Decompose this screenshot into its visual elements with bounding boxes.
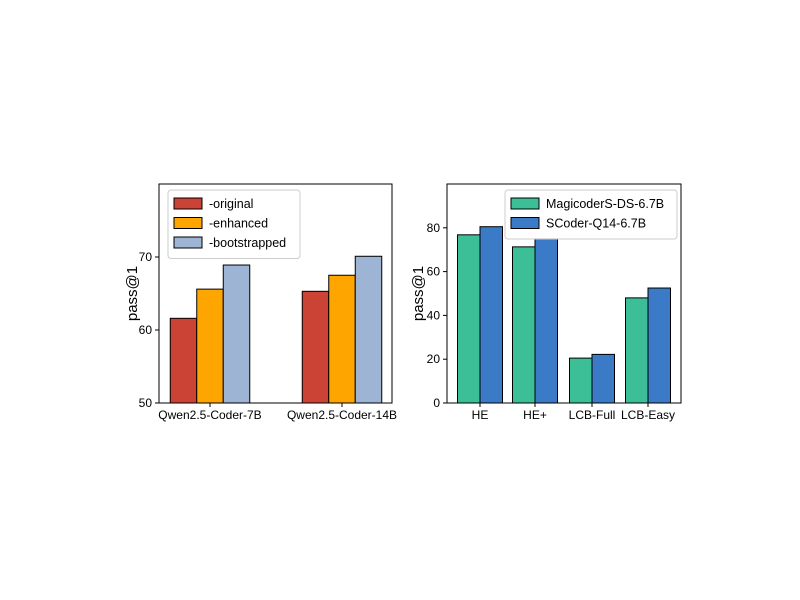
bar-2-1 (479, 226, 503, 404)
y-tick-label: 40 (427, 308, 441, 322)
x-tick-label: HE (472, 408, 489, 422)
legend-label-3: -bootstrapped (209, 236, 286, 250)
y-tick-label: 70 (139, 250, 153, 264)
y-tick-label: 60 (139, 323, 153, 337)
chart-left: Qwen2.5-Coder-7B Qwen2.5-Coder-14B 50 60 70 p… (124, 183, 397, 422)
legend-label-2: SCoder-Q14-6.7B (546, 217, 646, 231)
y-axis-label: pass@1 (410, 266, 427, 321)
bar-2-4 (647, 287, 671, 404)
bar-2-2 (534, 238, 558, 404)
bar-2-2 (328, 274, 356, 404)
legend-label-1: MagicoderS-DS-6.7B (546, 197, 664, 211)
legend-swatch-2 (173, 217, 203, 229)
legend-box (504, 189, 678, 240)
bar-3-2 (354, 255, 383, 404)
bar-1-2 (512, 246, 536, 404)
x-tick-label: Qwen2.5-Coder-7B (158, 408, 261, 422)
bar-1-3 (569, 357, 593, 404)
x-tick-label: LCB-Full (569, 408, 616, 422)
y-tick-label: 50 (139, 396, 153, 410)
legend-swatch-2 (510, 217, 540, 229)
x-tick-label: HE+ (523, 408, 547, 422)
x-tick-label: Qwen2.5-Coder-14B (287, 408, 397, 422)
bar-1-4 (625, 297, 649, 404)
y-tick-label: 80 (427, 221, 441, 235)
bar-1-1 (457, 234, 481, 404)
plot-frame (446, 183, 682, 404)
legend-swatch-1 (173, 197, 203, 210)
y-tick-label: 20 (427, 352, 441, 366)
bar-2-1 (196, 288, 224, 404)
bar-1-2 (301, 290, 330, 404)
legend-swatch-3 (173, 236, 203, 249)
bar-1-1 (169, 317, 198, 404)
chart-right: HE HE+ LCB-Full LCB-Easy 0 20 40 60 80 pass@1 Magi… (410, 183, 682, 422)
x-tick-label: LCB-Easy (621, 408, 675, 422)
y-axis-label: pass@1 (124, 266, 141, 321)
bar-3-1 (222, 264, 251, 404)
bar-2-3 (591, 353, 615, 404)
y-tick-label: 0 (433, 396, 440, 410)
legend-swatch-1 (510, 197, 540, 210)
legend-label-2: -enhanced (209, 217, 268, 231)
y-tick-label: 60 (427, 265, 441, 279)
plot-frame (158, 183, 393, 404)
legend-label-1: -original (209, 197, 253, 211)
